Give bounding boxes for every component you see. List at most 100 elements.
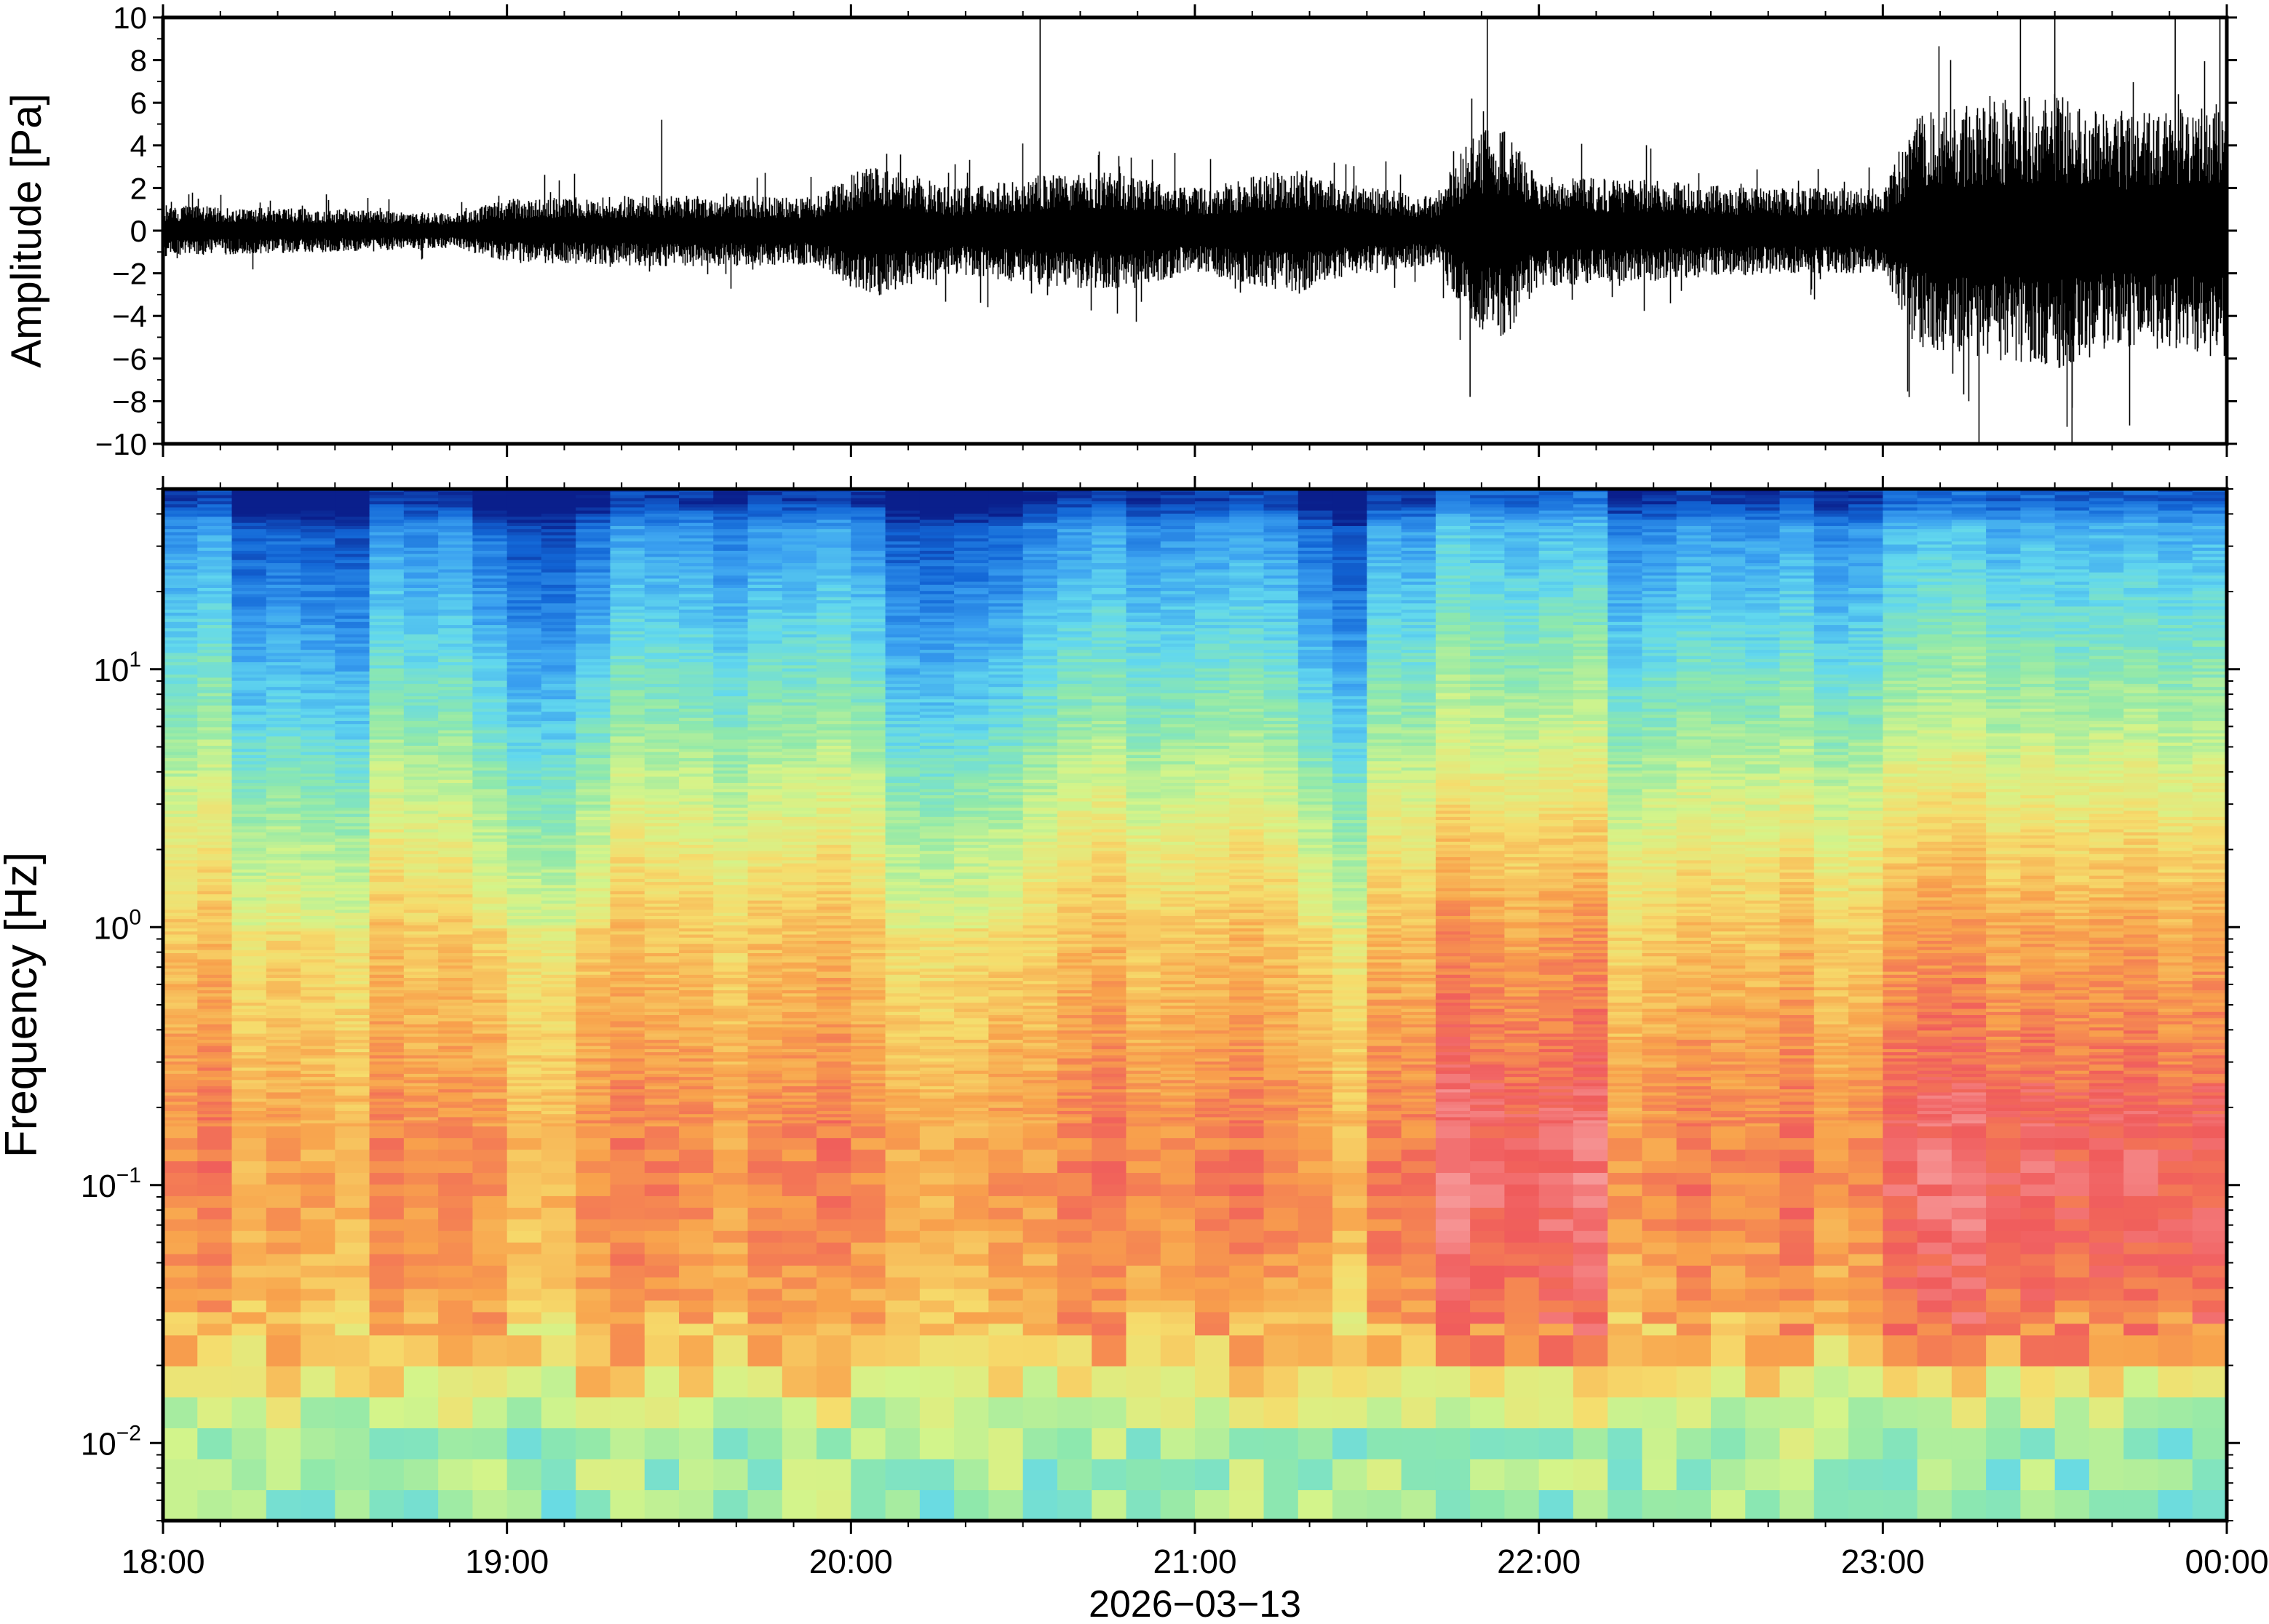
spectrogram-cell xyxy=(163,544,198,548)
spectrogram-cell xyxy=(163,937,198,941)
spectrogram-cell xyxy=(851,637,886,641)
spectrogram-cell xyxy=(541,903,576,907)
spectrogram-cell xyxy=(197,1073,233,1078)
spectrogram-cell xyxy=(231,572,267,576)
spectrogram-cell xyxy=(472,1172,508,1185)
spectrogram-cell xyxy=(610,538,645,542)
spectrogram-cell xyxy=(610,952,645,957)
spectrogram-cell xyxy=(816,677,851,681)
spectrogram-cell xyxy=(197,1172,233,1185)
spectrogram-cell xyxy=(472,723,508,728)
spectrogram-cell xyxy=(885,1126,921,1139)
spectrogram-cell xyxy=(403,506,439,511)
spectrogram-cell xyxy=(369,1046,405,1049)
spectrogram-cell xyxy=(231,562,267,567)
spectrogram-cell xyxy=(369,581,405,585)
spectrogram-cell xyxy=(266,553,301,557)
spectrogram-cell xyxy=(163,531,198,536)
spectrogram-cell xyxy=(782,896,817,901)
spectrogram-cell xyxy=(163,510,198,514)
spectrogram-cell xyxy=(506,550,542,554)
spectrogram-cell xyxy=(885,1277,921,1289)
spectrogram-cell xyxy=(369,1299,405,1313)
spectrogram-cell xyxy=(782,757,817,762)
spectrogram-cell xyxy=(472,816,508,821)
spectrogram-cell xyxy=(163,962,198,966)
spectrogram-cell xyxy=(163,1091,198,1096)
spectrogram-cell xyxy=(851,736,886,740)
spectrogram-cell xyxy=(438,612,473,616)
spectrogram-cell xyxy=(197,1067,233,1071)
spectrogram-cell xyxy=(403,980,439,984)
spectrogram-cell xyxy=(679,1017,714,1022)
spectrogram-cell xyxy=(369,995,405,1000)
spectrogram-cell xyxy=(782,742,817,746)
spectrogram-cell xyxy=(369,896,405,901)
spectrogram-cell xyxy=(335,825,370,829)
spectrogram-cell xyxy=(885,1428,921,1460)
spectrogram-cell xyxy=(541,866,576,870)
spectrogram-cell xyxy=(782,946,817,950)
spectrogram-cell xyxy=(438,866,473,870)
spectrogram-cell xyxy=(197,590,233,594)
spectrogram-cell xyxy=(438,813,473,817)
spectrogram-cell xyxy=(782,726,817,731)
spectrogram-cell xyxy=(266,531,301,536)
spectrogram-cell xyxy=(335,1067,370,1071)
spectrogram-cell xyxy=(782,788,817,792)
spectrogram-cell xyxy=(301,1299,335,1313)
spectrogram-cell xyxy=(163,782,198,787)
spectrogram-cell xyxy=(506,1149,542,1162)
spectrogram-cell xyxy=(713,510,749,514)
spectrogram-cell xyxy=(816,605,851,610)
spectrogram-cell xyxy=(541,717,576,721)
spectrogram-cell xyxy=(197,528,233,533)
spectrogram-cell xyxy=(403,1207,439,1219)
spectrogram-cell xyxy=(301,736,335,740)
spectrogram-cell xyxy=(506,1002,542,1006)
spectrogram-cell xyxy=(335,584,370,589)
spectrogram-cell xyxy=(816,807,851,811)
spectrogram-cell xyxy=(369,578,405,582)
spectrogram-cell xyxy=(679,1116,714,1121)
spectrogram-cell xyxy=(747,915,783,920)
spectrogram-cell xyxy=(163,642,198,647)
spectrogram-cell xyxy=(679,1061,714,1065)
spectrogram-cell xyxy=(816,696,851,700)
spectrogram-cell xyxy=(713,1288,749,1301)
spectrogram-cell xyxy=(369,1091,405,1096)
spectrogram-cell xyxy=(506,575,542,579)
spectrogram-cell xyxy=(231,658,267,663)
spectrogram-cell xyxy=(816,494,851,498)
spectrogram-cell xyxy=(576,903,611,907)
spectrogram-cell xyxy=(472,792,508,796)
spectrogram-cell xyxy=(816,668,851,672)
spectrogram-cell xyxy=(266,773,301,777)
spectrogram-cell xyxy=(266,1126,301,1139)
spectrogram-cell xyxy=(301,621,335,626)
spectrogram-cell xyxy=(197,498,233,501)
spectrogram-cell xyxy=(747,683,783,688)
spectrogram-cell xyxy=(782,708,817,712)
spectrogram-cell xyxy=(541,785,576,789)
spectrogram-cell xyxy=(472,516,508,520)
spectrogram-cell xyxy=(335,751,370,755)
spectrogram-cell xyxy=(472,767,508,771)
spectrogram-cell xyxy=(197,974,233,979)
spectrogram-cell xyxy=(369,1076,405,1080)
spectrogram-cell xyxy=(782,1126,817,1139)
spectrogram-cell xyxy=(610,955,645,960)
spectrogram-cell xyxy=(197,797,233,802)
spectrogram-cell xyxy=(576,813,611,817)
spectrogram-cell xyxy=(231,878,267,883)
spectrogram-cell xyxy=(301,677,335,681)
spectrogram-cell xyxy=(747,612,783,616)
spectrogram-cell xyxy=(679,1067,714,1071)
spectrogram-cell xyxy=(816,813,851,817)
spectrogram-cell xyxy=(851,1076,886,1080)
spectrogram-cell xyxy=(506,804,542,808)
spectrogram-cell xyxy=(506,541,542,545)
spectrogram-cell xyxy=(301,853,335,858)
spectrogram-cell xyxy=(782,835,817,839)
spectrogram-cell xyxy=(231,680,267,684)
